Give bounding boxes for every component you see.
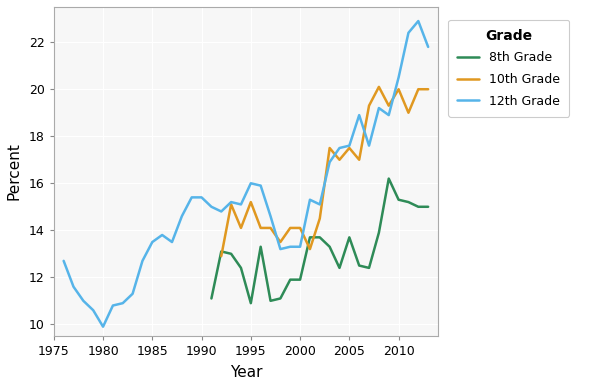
Line: 12th Grade: 12th Grade (64, 21, 428, 327)
8th Grade (287, 277, 294, 282)
12th Grade (158, 233, 166, 237)
8th Grade (375, 230, 382, 235)
8th Grade (247, 301, 254, 305)
10th Grade (415, 87, 422, 92)
10th Grade (238, 226, 245, 230)
12th Grade (238, 202, 245, 207)
12th Grade (415, 19, 422, 23)
12th Grade (316, 202, 323, 207)
10th Grade (257, 226, 264, 230)
10th Grade (227, 202, 235, 207)
10th Grade (277, 240, 284, 244)
12th Grade (100, 324, 107, 329)
10th Grade (425, 87, 432, 92)
10th Grade (307, 247, 314, 252)
10th Grade (405, 110, 412, 115)
10th Grade (247, 200, 254, 204)
12th Grade (385, 113, 392, 117)
8th Grade (415, 204, 422, 209)
12th Grade (208, 204, 215, 209)
10th Grade (326, 146, 333, 150)
12th Grade (188, 195, 196, 200)
10th Grade (316, 216, 323, 221)
12th Grade (247, 181, 254, 186)
12th Grade (70, 284, 77, 289)
Line: 10th Grade: 10th Grade (221, 87, 428, 256)
8th Grade (336, 265, 343, 270)
12th Grade (356, 113, 363, 117)
8th Grade (208, 296, 215, 301)
12th Grade (139, 259, 146, 263)
12th Grade (375, 106, 382, 110)
10th Grade (296, 226, 304, 230)
8th Grade (296, 277, 304, 282)
12th Grade (307, 197, 314, 202)
12th Grade (257, 183, 264, 188)
8th Grade (307, 235, 314, 240)
10th Grade (346, 146, 353, 150)
12th Grade (80, 298, 87, 303)
12th Grade (227, 200, 235, 204)
12th Grade (346, 143, 353, 148)
12th Grade (336, 146, 343, 150)
12th Grade (149, 240, 156, 244)
12th Grade (198, 195, 205, 200)
12th Grade (119, 301, 127, 305)
10th Grade (365, 103, 373, 108)
12th Grade (109, 303, 116, 308)
12th Grade (89, 308, 97, 313)
8th Grade (326, 245, 333, 249)
Legend: 8th Grade, 10th Grade, 12th Grade: 8th Grade, 10th Grade, 12th Grade (448, 20, 569, 116)
8th Grade (257, 245, 264, 249)
12th Grade (395, 75, 402, 80)
12th Grade (218, 209, 225, 214)
12th Grade (178, 214, 185, 219)
12th Grade (129, 291, 136, 296)
10th Grade (395, 87, 402, 92)
12th Grade (287, 245, 294, 249)
8th Grade (227, 252, 235, 256)
12th Grade (169, 240, 176, 244)
12th Grade (296, 245, 304, 249)
8th Grade (218, 249, 225, 254)
10th Grade (375, 84, 382, 89)
10th Grade (287, 226, 294, 230)
Y-axis label: Percent: Percent (7, 142, 22, 200)
12th Grade (326, 160, 333, 164)
8th Grade (277, 296, 284, 301)
8th Grade (405, 200, 412, 204)
8th Grade (316, 235, 323, 240)
8th Grade (395, 197, 402, 202)
10th Grade (336, 158, 343, 162)
10th Grade (218, 254, 225, 259)
8th Grade (425, 204, 432, 209)
12th Grade (267, 214, 274, 219)
8th Grade (385, 176, 392, 181)
8th Grade (356, 263, 363, 268)
12th Grade (365, 143, 373, 148)
8th Grade (365, 265, 373, 270)
10th Grade (385, 103, 392, 108)
8th Grade (238, 265, 245, 270)
12th Grade (277, 247, 284, 252)
8th Grade (267, 298, 274, 303)
X-axis label: Year: Year (230, 365, 262, 380)
8th Grade (346, 235, 353, 240)
12th Grade (425, 45, 432, 49)
12th Grade (60, 259, 67, 263)
10th Grade (356, 158, 363, 162)
12th Grade (405, 31, 412, 35)
10th Grade (267, 226, 274, 230)
Line: 8th Grade: 8th Grade (211, 178, 428, 303)
